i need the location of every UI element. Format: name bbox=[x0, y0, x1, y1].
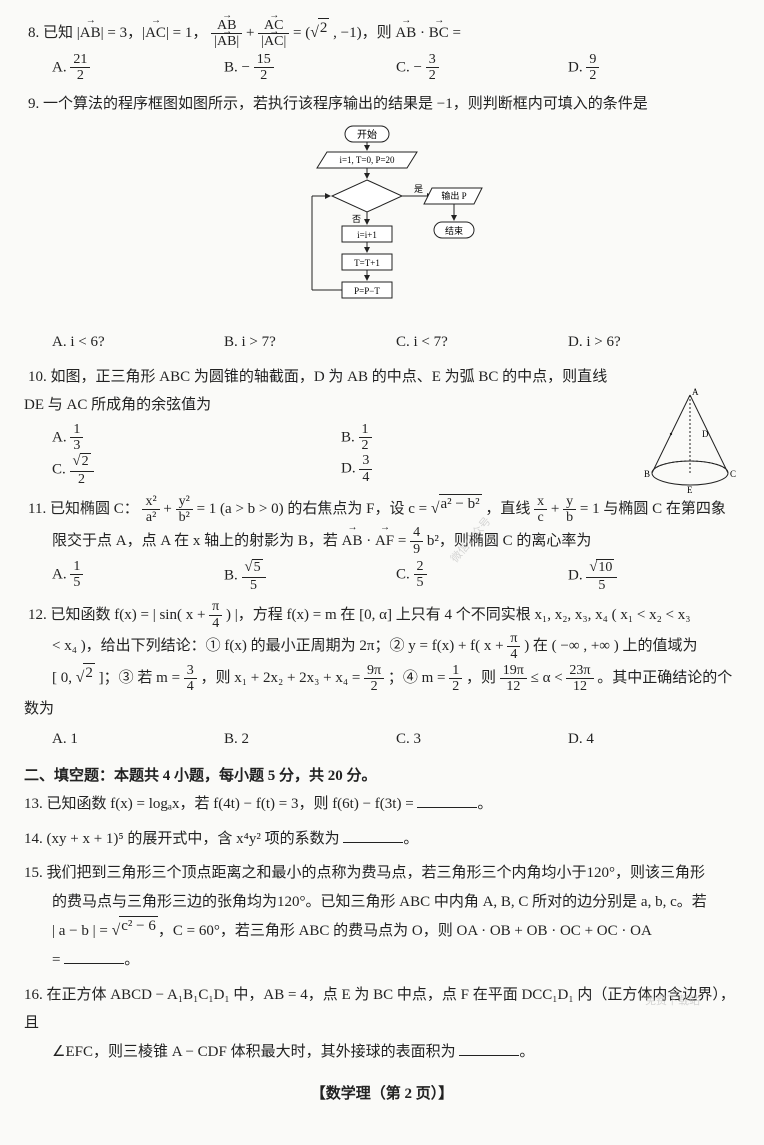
q8-opt-b: B. − 152 bbox=[224, 52, 396, 84]
q15-blank bbox=[64, 948, 124, 964]
cone-A: A bbox=[692, 387, 699, 397]
cone-B: B bbox=[644, 469, 650, 479]
question-16: 16. 在正方体 ABCD − A₁B₁C₁D₁ 中，AB = 4，点 E 为 … bbox=[24, 981, 740, 1067]
q12-opt-b: B. 2 bbox=[224, 725, 396, 754]
q9-opt-a: A. i < 6? bbox=[52, 328, 224, 357]
cone-figure: A B C D E bbox=[640, 387, 740, 497]
q11-opts: A. 15 B. 55 C. 25 D. 105 bbox=[52, 559, 740, 593]
flowchart: 开始 i=1, T=0, P=20 是 输出 P 结束 否 i=i+1 bbox=[24, 124, 740, 324]
q10-opt-a: A. 13 bbox=[52, 422, 341, 454]
q8-frac2: AC|AC| bbox=[258, 18, 289, 50]
q9-stem: 9. 一个算法的程序框图如图所示，若执行该程序输出的结果是 −1，则判断框内可填… bbox=[28, 96, 648, 112]
flow-output: 输出 P bbox=[441, 190, 466, 201]
flow-step1: i=i+1 bbox=[357, 230, 377, 240]
q10-opts: A. 13 B. 12 C. 22 D. 34 bbox=[52, 422, 630, 488]
q14-blank bbox=[343, 827, 403, 843]
q10-stem: 10. 如图，正三角形 ABC 为圆锥的轴截面，D 为 AB 的中点、E 为弧 … bbox=[24, 369, 607, 414]
q12-opt-d: D. 4 bbox=[568, 725, 740, 754]
q10-opt-b: B. 12 bbox=[341, 422, 630, 454]
question-12: 12. 已知函数 f(x) = | sin( x + π4 ) |，方程 f(x… bbox=[24, 599, 740, 753]
flow-start: 开始 bbox=[357, 128, 377, 141]
q9-opt-c: C. i < 7? bbox=[396, 328, 568, 357]
question-9: 9. 一个算法的程序框图如图所示，若执行该程序输出的结果是 −1，则判断框内可填… bbox=[24, 90, 740, 357]
q11-opt-d: D. 105 bbox=[568, 559, 740, 593]
q9-opt-b: B. i > 7? bbox=[224, 328, 396, 357]
q8-frac1: AB|AB| bbox=[211, 18, 242, 50]
flow-end: 结束 bbox=[445, 225, 463, 236]
question-10: 10. 如图，正三角形 ABC 为圆锥的轴截面，D 为 AB 的中点、E 为弧 … bbox=[24, 363, 740, 488]
q11-opt-c: C. 25 bbox=[396, 559, 568, 593]
q16-blank bbox=[459, 1040, 519, 1056]
cone-C: C bbox=[730, 469, 736, 479]
flow-step3: P=P−T bbox=[354, 286, 380, 296]
page-footer: 【数学理（第 2 页）】 bbox=[24, 1080, 740, 1109]
q12-stem: 12. 已知函数 f(x) = | sin( x + π4 ) |，方程 f(x… bbox=[28, 607, 690, 623]
q12-opts: A. 1 B. 2 C. 3 D. 4 bbox=[52, 725, 740, 754]
q8-opt-d: D. 92 bbox=[568, 52, 740, 84]
q12-opt-a: A. 1 bbox=[52, 725, 224, 754]
flow-step2: T=T+1 bbox=[354, 258, 380, 268]
flow-yes: 是 bbox=[414, 184, 423, 194]
q9-opt-d: D. i > 6? bbox=[568, 328, 740, 357]
cone-D: D bbox=[702, 429, 709, 439]
q8-opt-c: C. − 32 bbox=[396, 52, 568, 84]
question-8: 8. 已知 |AB| = 3，|AC| = 1， AB|AB| + AC|AC|… bbox=[24, 18, 740, 84]
question-11: 11. 已知椭圆 C： x²a² + y²b² = 1 (a > b > 0) … bbox=[24, 494, 740, 594]
q10-opt-d: D. 34 bbox=[341, 453, 630, 487]
q11-stem: 11. 已知椭圆 C： x²a² + y²b² = 1 (a > b > 0) … bbox=[28, 501, 726, 517]
q10-opt-c: C. 22 bbox=[52, 453, 341, 487]
flow-init: i=1, T=0, P=20 bbox=[339, 155, 395, 165]
question-13: 13. 已知函数 f(x) = logₐx，若 f(4t) − f(t) = 3… bbox=[24, 790, 740, 819]
question-15: 15. 我们把到三角形三个顶点距离之和最小的点称为费马点，若三角形三个内角均小于… bbox=[24, 859, 740, 974]
section2-title: 二、填空题：本题共 4 小题，每小题 5 分，共 20 分。 bbox=[24, 762, 740, 791]
q8-stem: 8. 已知 |AB| = 3，|AC| = 1， AB|AB| + AC|AC|… bbox=[28, 25, 461, 41]
question-14: 14. (xy + x + 1)⁵ 的展开式中，含 x⁴y² 项的系数为 。 bbox=[24, 825, 740, 854]
q11-opt-a: A. 15 bbox=[52, 559, 224, 593]
q13-blank bbox=[417, 792, 477, 808]
q9-opts: A. i < 6? B. i > 7? C. i < 7? D. i > 6? bbox=[52, 328, 740, 357]
flow-no: 否 bbox=[352, 214, 361, 224]
q12-opt-c: C. 3 bbox=[396, 725, 568, 754]
q8-opt-a: A. 212 bbox=[52, 52, 224, 84]
q8-opts: A. 212 B. − 152 C. − 32 D. 92 bbox=[52, 52, 740, 84]
q11-opt-b: B. 55 bbox=[224, 559, 396, 593]
q8-num: 8. bbox=[28, 25, 39, 41]
